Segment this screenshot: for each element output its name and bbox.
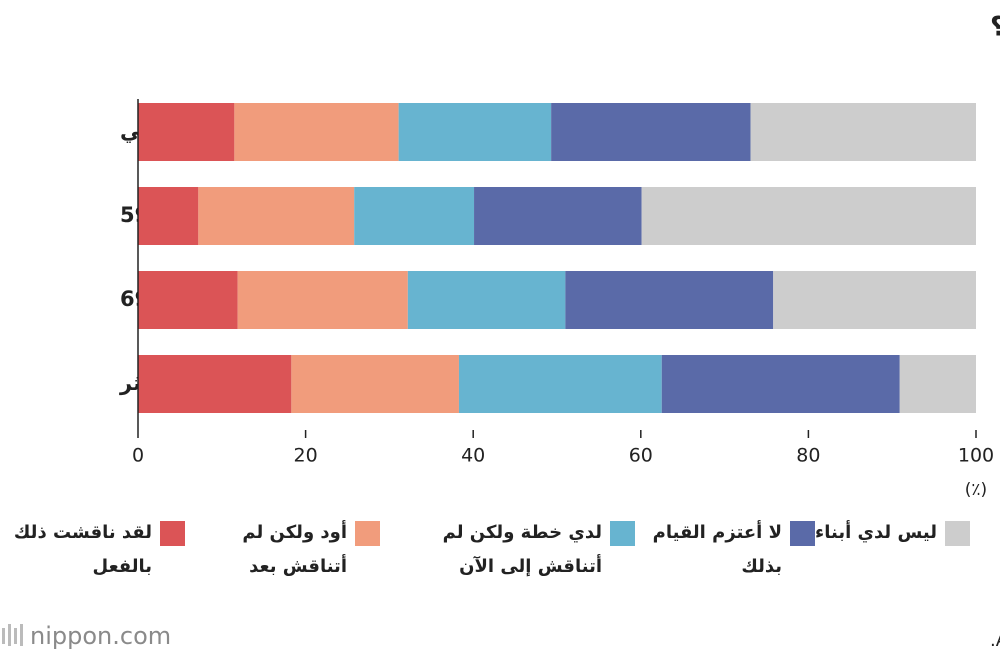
bar-segment	[474, 187, 642, 245]
source: تم إعداد البيانات بواسطة Nippon.com بناء…	[990, 630, 1000, 651]
x-tick-label: 80	[796, 445, 820, 467]
legend-swatch	[790, 521, 815, 546]
x-tick-label: 40	[461, 445, 485, 467]
bar-segment	[138, 187, 199, 245]
x-tick-label: 60	[629, 445, 653, 467]
logo: nippon.com	[30, 622, 171, 650]
legend-label: ليس لدي أبناء	[815, 522, 937, 543]
x-axis-label: (٪)	[965, 480, 987, 500]
bar-segment	[750, 103, 976, 161]
legend-label: لا أعتزم القيام بذلك	[652, 522, 782, 577]
chart-title: هل تعتزم النقاش حول كتابة الوصية مستقبلك…	[990, 9, 1000, 43]
bar-segment	[773, 271, 976, 329]
bar-segment	[198, 187, 355, 245]
bar-segment	[354, 187, 475, 245]
bar-segment	[565, 271, 774, 329]
legend-swatch	[610, 521, 635, 546]
bar-segment	[237, 271, 408, 329]
legend-label: أود ولكن لم أتناقش بعد	[242, 522, 347, 577]
x-tick-label: 100	[958, 445, 994, 467]
bar-segment	[398, 103, 552, 161]
x-tick-label: 20	[294, 445, 318, 467]
bar-segment	[138, 103, 235, 161]
logo-icon	[2, 624, 23, 646]
legend-label: لدي خطة ولكن لم أتناقش إلى الآن	[442, 522, 602, 577]
bar-segment	[458, 355, 662, 413]
bar-segment	[661, 355, 900, 413]
bar-segment	[138, 271, 238, 329]
bar-segment	[407, 271, 566, 329]
legend-swatch	[355, 521, 380, 546]
bar-segment	[899, 355, 976, 413]
legend-swatch	[945, 521, 970, 546]
legend-label: لقد ناقشت ذلك بالفعل	[13, 522, 152, 577]
legend-swatch	[160, 521, 185, 546]
bar-segment	[641, 187, 976, 245]
bar-segment	[551, 103, 751, 161]
bar-segment	[291, 355, 459, 413]
bar-segment	[138, 355, 292, 413]
x-tick-label: 0	[132, 445, 144, 467]
bar-segment	[234, 103, 399, 161]
